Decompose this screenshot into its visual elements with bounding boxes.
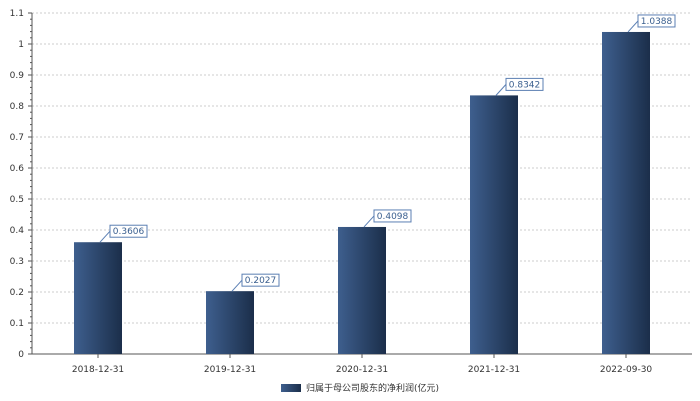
y-tick-label: 0.1	[10, 319, 24, 329]
data-label-leader	[363, 215, 375, 228]
y-tick-label: 0.2	[10, 288, 24, 298]
y-tick-label: 1	[18, 40, 24, 50]
data-label-leader	[99, 230, 111, 243]
bars	[74, 31, 650, 355]
bar	[338, 226, 386, 354]
data-label-box	[637, 14, 676, 28]
data-label-box	[373, 209, 412, 223]
data-label: 0.8342	[509, 80, 541, 90]
bar	[206, 291, 254, 354]
data-label-leader	[495, 84, 507, 96]
x-tick-label: 2019-12-31	[204, 365, 256, 375]
y-tick-label: 0.5	[10, 195, 24, 205]
y-tick-label: 0.3	[10, 257, 24, 267]
legend-swatch	[281, 384, 301, 392]
data-label: 0.4098	[377, 212, 409, 222]
data-label: 0.2027	[245, 276, 277, 286]
data-label: 1.0388	[641, 17, 673, 27]
x-tick-label: 2020-12-31	[336, 365, 388, 375]
data-label-box	[109, 224, 148, 238]
y-tick-label: 0.9	[10, 71, 25, 81]
bar	[74, 242, 122, 354]
y-tick-label: 0.7	[10, 133, 24, 143]
legend-label: 归属于母公司股东的净利润(亿元)	[306, 382, 439, 394]
data-label-box	[241, 273, 280, 287]
x-tick-label: 2022-09-30	[600, 365, 653, 375]
y-tick-label: 1.1	[10, 9, 24, 19]
y-tick-label: 0.8	[10, 102, 25, 112]
x-tick-label: 2021-12-31	[468, 365, 520, 375]
y-tick-label: 0.6	[10, 164, 25, 174]
bar	[470, 95, 518, 354]
axes: 0 0.1 0.2 0.3 0.4 0.5 0.6 0.7 0.8 0.9 1 1.1 2018-12-…	[10, 9, 692, 375]
bar	[602, 31, 650, 355]
data-label: 0.3606	[113, 227, 145, 237]
data-labels: 0.3606 0.2027 0.4098 0.8342 1.0388	[99, 14, 676, 292]
data-label-box	[505, 77, 544, 91]
data-label-leader	[231, 279, 243, 292]
x-tick-label: 2018-12-31	[72, 365, 124, 375]
legend[interactable]: 归属于母公司股东的净利润(亿元)	[281, 382, 439, 394]
y-tick-label: 0	[18, 350, 24, 360]
data-label-leader	[627, 20, 639, 33]
y-tick-label: 0.4	[10, 226, 25, 236]
